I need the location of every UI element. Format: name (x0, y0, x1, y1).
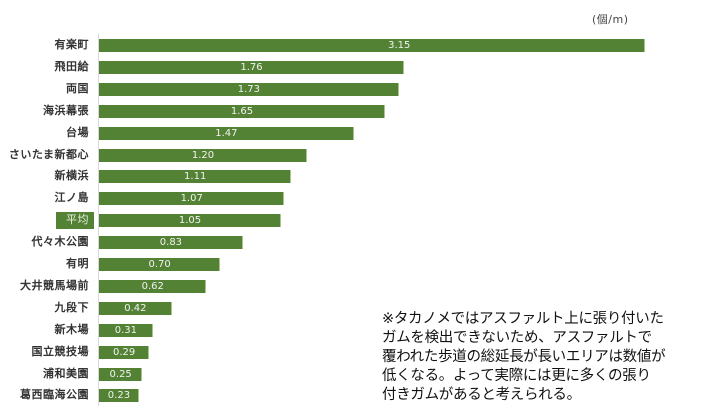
bar-row: 浦和美園 0.25 (0, 366, 720, 381)
bar-row: 新木場 0.31 (0, 322, 720, 337)
bar-value-label: 0.42 (124, 302, 147, 314)
bar-row: 海浜幕張 1.65 (0, 103, 720, 118)
bar (99, 345, 150, 359)
category-label: 江ノ島 (54, 191, 89, 205)
bar (99, 39, 645, 52)
note-line: 低くなる。よって実際には更に多くの張り (382, 368, 651, 384)
bar-row: 有楽町 3.15 (0, 38, 720, 52)
bar-row: 両国 1.73 (0, 81, 720, 96)
annotation-note: ※タカノメではアスファルト上に張り付いた ガムを検出できないため、アスファルトで… (382, 310, 720, 405)
bar (99, 60, 404, 74)
bar-row: 国立競技場 0.29 (0, 344, 720, 359)
bar-value-label: 3.15 (388, 40, 411, 51)
bar (99, 104, 385, 118)
category-label: 有楽町 (54, 38, 89, 51)
category-label: 台場 (66, 125, 89, 139)
bar (99, 236, 243, 250)
category-label: 両国 (66, 81, 89, 95)
category-label: 新木場 (54, 322, 89, 336)
note-line: ガムを検出できないため、アスファルトで (382, 330, 652, 346)
bar (99, 148, 307, 162)
category-label: 海浜幕張 (43, 103, 89, 117)
note-line: 覆われた歩道の総延長が長いエリアは数値が (382, 349, 666, 365)
category-axis-line (98, 34, 99, 406)
category-label: 飛田給 (54, 59, 89, 73)
bar-value-label: 0.29 (112, 346, 136, 358)
bar (99, 389, 139, 403)
bar-value-label: 1.73 (237, 83, 261, 95)
bar-row: 新横浜 1.11 (0, 169, 720, 184)
bar (99, 192, 285, 206)
bar (99, 126, 354, 140)
bar (99, 301, 172, 315)
bar-row: 江ノ島 1.07 (0, 191, 720, 206)
bar-row: 九段下 0.42 (0, 300, 720, 315)
unit-label: (個/m) (592, 13, 629, 26)
bar (99, 279, 207, 293)
bar-value-label: 1.11 (184, 171, 207, 183)
category-label: 有明 (66, 257, 89, 270)
bar-row: 台場 1.47 (0, 125, 720, 140)
bar-value-label: 0.31 (114, 324, 137, 336)
note-line: 付きガムがあると考えられる。 (382, 387, 581, 403)
bar-row: 葛西臨海公園 0.23 (0, 388, 720, 403)
bar (99, 323, 153, 337)
average-category-label: 平均 (56, 212, 94, 230)
bar-value-label: 0.83 (159, 237, 183, 249)
bar (99, 367, 143, 381)
bar-value-label: 0.23 (107, 390, 131, 402)
bar-row: 大井競馬場前 0.62 (0, 278, 720, 293)
bar-value-label: 1.65 (230, 105, 254, 117)
category-label: 浦和美園 (43, 366, 89, 380)
bar-row: 代々木公園 0.83 (0, 235, 720, 250)
bar-row: 平均 1.05 (0, 212, 720, 230)
category-label: 国立競技場 (31, 344, 89, 358)
bar-value-label: 0.62 (141, 280, 164, 292)
bar (99, 82, 399, 96)
bar-row: 飛田給 1.76 (0, 59, 720, 74)
category-label: 大井競馬場前 (20, 278, 89, 292)
bar-value-label: 1.07 (180, 193, 203, 205)
bar-row: 有明 0.70 (0, 257, 720, 271)
category-label: 九段下 (54, 300, 89, 314)
bar-value-label: 0.25 (109, 368, 132, 380)
bar-row: さいたま新都心 1.20 (0, 147, 720, 162)
bar-value-label: 1.76 (240, 61, 263, 73)
category-label: 葛西臨海公園 (20, 388, 89, 402)
category-label: 代々木公園 (31, 235, 89, 249)
bar (99, 170, 292, 184)
bar-value-label: 0.70 (148, 259, 171, 270)
category-label: 新横浜 (54, 169, 89, 183)
bar (99, 258, 221, 271)
bar-value-label: 1.20 (191, 149, 215, 161)
note-line: ※タカノメではアスファルト上に張り付いた (382, 311, 664, 327)
bar-value-label: 1.47 (215, 127, 238, 139)
bar (99, 214, 281, 228)
category-label: さいたま新都心 (8, 147, 89, 161)
bar-value-label: 1.05 (178, 215, 202, 227)
